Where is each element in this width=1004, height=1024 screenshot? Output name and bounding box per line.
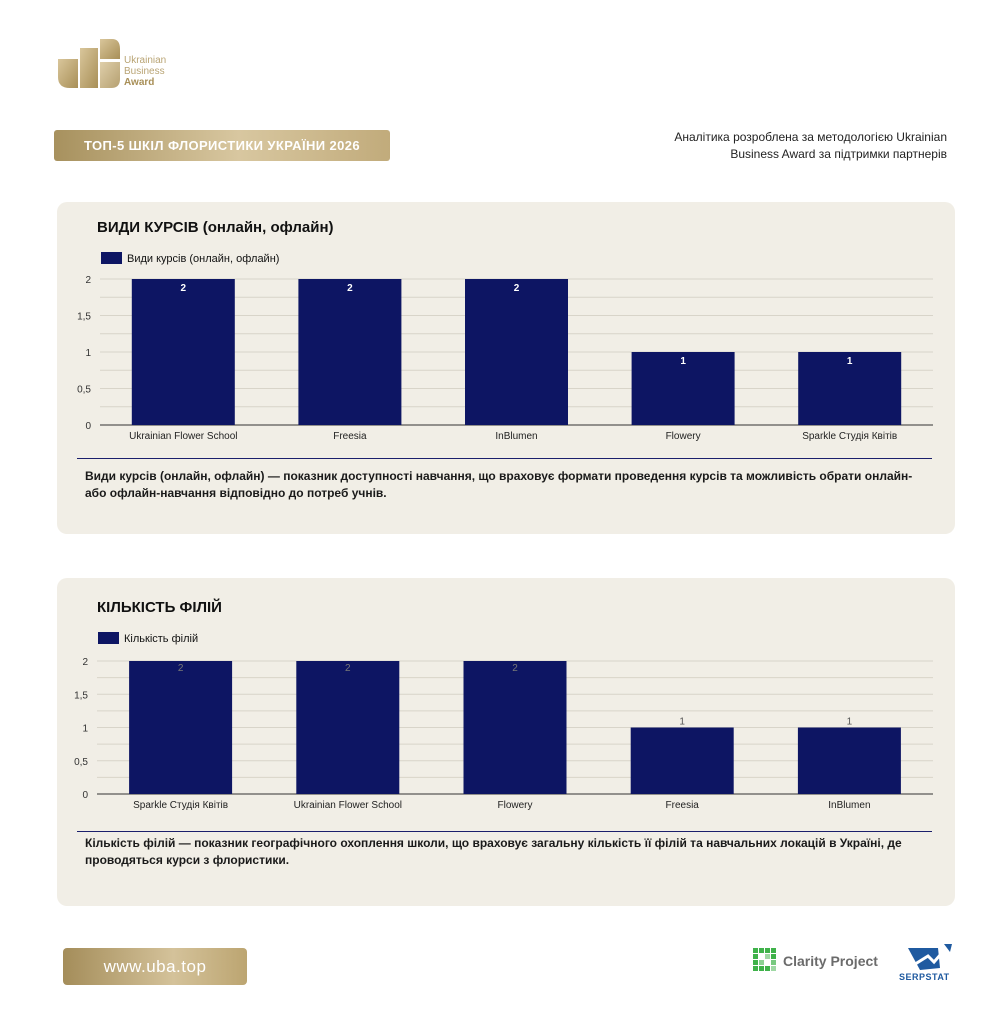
- y-tick-label: 0,5: [74, 757, 88, 768]
- page-title: ТОП-5 ШКІЛ ФЛОРИСТИКИ УКРАЇНИ 2026: [54, 130, 390, 161]
- logo-wordmark: Ukrainian Business Award: [124, 55, 167, 88]
- x-tick-label: Flowery: [666, 431, 701, 442]
- uba-logo-icon: [58, 39, 120, 88]
- clarity-project-name: Clarity Project: [783, 953, 878, 969]
- data-label: 1: [679, 717, 685, 728]
- data-label: 2: [512, 663, 518, 674]
- legend-label: Види курсів (онлайн, офлайн): [127, 253, 279, 265]
- y-tick-label: 1: [82, 724, 88, 735]
- bar-chart-course-types: 0 0,5 1 1,5 2 Види курсів (онлайн, офлайн) 2 Uk…: [77, 252, 933, 442]
- website-link[interactable]: www.uba.top: [63, 948, 247, 985]
- bar: [296, 661, 400, 794]
- x-tick-label: InBlumen: [828, 800, 870, 811]
- x-tick-label: Ukrainian Flower School: [294, 800, 402, 811]
- x-tick-label: Ukrainian Flower School: [129, 431, 237, 442]
- x-tick-label: Sparkle Студія Квітів: [802, 431, 897, 442]
- methodology-note: Аналітика розроблена за методологією Ukr…: [674, 130, 947, 161]
- serpstat-logo-icon: [908, 944, 952, 970]
- chart-card-branches: КІЛЬКІСТЬ ФІЛІЙ 0 0,5 1 1,5 2 Кількість філій…: [57, 578, 955, 906]
- data-label: 2: [345, 663, 351, 674]
- data-label: 2: [514, 283, 520, 294]
- clarity-project-logo: Clarity Project: [753, 948, 878, 974]
- y-tick-label: 1,5: [74, 690, 88, 701]
- x-tick-label: Freesia: [333, 431, 367, 442]
- chart-title: КІЛЬКІСТЬ ФІЛІЙ: [97, 599, 222, 616]
- data-label: 2: [178, 663, 184, 674]
- bar: [131, 279, 235, 425]
- divider: [77, 458, 932, 459]
- data-label: 2: [347, 283, 353, 294]
- bar: [129, 661, 233, 794]
- data-label: 2: [181, 283, 187, 294]
- bar: [463, 661, 567, 794]
- legend-label: Кількість філій: [124, 633, 198, 645]
- chart-description: Види курсів (онлайн, офлайн) — показник …: [85, 469, 913, 500]
- x-tick-label: Sparkle Студія Квітів: [133, 800, 228, 811]
- y-tick-label: 2: [85, 275, 91, 286]
- data-label: 1: [847, 717, 853, 728]
- chart-title: ВИДИ КУРСІВ (онлайн, офлайн): [97, 219, 334, 236]
- y-tick-label: 0,5: [77, 385, 91, 396]
- data-label: 1: [847, 356, 853, 367]
- bar: [465, 279, 568, 425]
- x-tick-label: Flowery: [497, 800, 532, 811]
- legend-swatch: [101, 252, 122, 264]
- bar: [298, 279, 402, 425]
- clarity-grid-icon: [753, 948, 776, 971]
- y-tick-label: 0: [82, 790, 88, 801]
- y-tick-label: 1,5: [77, 312, 91, 323]
- bar: [630, 727, 734, 794]
- bar: [797, 727, 901, 794]
- bar: [631, 352, 735, 425]
- x-tick-label: Freesia: [666, 800, 700, 811]
- bar-chart-branches: 0 0,5 1 1,5 2 Кількість філій 2 Sparkle Студія …: [74, 632, 933, 811]
- chart-description: Кількість філій — показник географічного…: [85, 836, 902, 867]
- y-tick-label: 1: [85, 348, 91, 359]
- divider: [77, 831, 932, 832]
- serpstat-name: SERPSTAT: [899, 972, 950, 982]
- legend-swatch: [98, 632, 119, 644]
- data-label: 1: [680, 356, 686, 367]
- bar: [798, 352, 902, 425]
- y-tick-label: 2: [82, 657, 88, 668]
- x-tick-label: InBlumen: [495, 431, 537, 442]
- y-tick-label: 0: [85, 421, 91, 432]
- chart-card-course-types: ВИДИ КУРСІВ (онлайн, офлайн) 0 0,5 1 1,5 2 Ви…: [57, 202, 955, 534]
